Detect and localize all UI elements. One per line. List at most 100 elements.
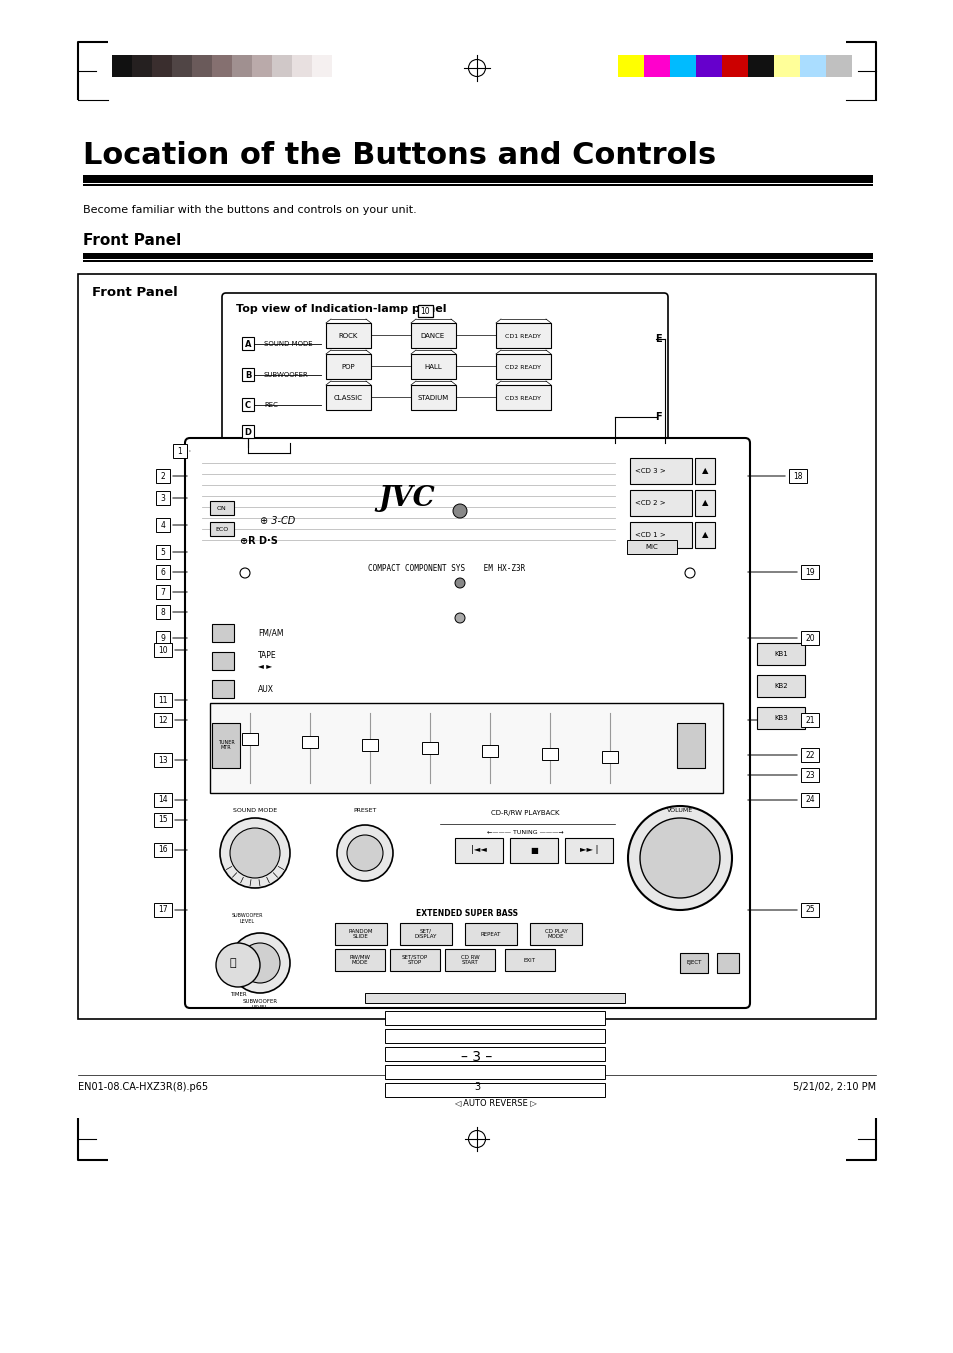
Bar bbox=[152, 55, 172, 77]
Bar bbox=[335, 948, 385, 971]
Bar bbox=[444, 948, 495, 971]
Text: ←——— TUNING ———→: ←——— TUNING ———→ bbox=[486, 829, 562, 835]
Text: DANCE: DANCE bbox=[420, 333, 445, 340]
Bar bbox=[210, 501, 233, 515]
Text: Front Panel: Front Panel bbox=[91, 285, 177, 299]
Bar bbox=[801, 630, 818, 645]
Text: CD1 READY: CD1 READY bbox=[504, 333, 540, 338]
Bar bbox=[399, 923, 452, 944]
Text: 12: 12 bbox=[158, 716, 168, 724]
Text: Become familiar with the buttons and controls on your unit.: Become familiar with the buttons and con… bbox=[83, 206, 416, 215]
Bar bbox=[618, 55, 643, 77]
Text: 3: 3 bbox=[160, 494, 165, 502]
Bar bbox=[212, 723, 240, 769]
Bar bbox=[156, 469, 170, 483]
Bar bbox=[801, 793, 818, 806]
Text: RANDOM
SLIDE: RANDOM SLIDE bbox=[349, 928, 373, 939]
Text: 23: 23 bbox=[804, 770, 814, 779]
Bar bbox=[153, 793, 172, 806]
Bar bbox=[695, 522, 714, 548]
Bar bbox=[132, 55, 152, 77]
Bar bbox=[669, 55, 696, 77]
Bar bbox=[292, 55, 312, 77]
Text: ON: ON bbox=[217, 506, 227, 510]
Text: |◄◄: |◄◄ bbox=[471, 846, 486, 855]
Bar bbox=[385, 1047, 604, 1061]
Text: C: C bbox=[245, 400, 251, 410]
Bar bbox=[385, 1011, 604, 1026]
Bar bbox=[411, 323, 456, 348]
Bar bbox=[153, 813, 172, 827]
Text: EXIT: EXIT bbox=[523, 958, 536, 962]
Bar bbox=[302, 736, 317, 748]
Bar bbox=[210, 704, 722, 793]
Bar bbox=[156, 630, 170, 645]
Bar bbox=[212, 624, 233, 643]
Text: PRESET: PRESET bbox=[353, 808, 376, 813]
Text: ▲: ▲ bbox=[701, 530, 707, 540]
Bar bbox=[825, 55, 851, 77]
Bar bbox=[385, 1030, 604, 1043]
Bar bbox=[153, 902, 172, 917]
Text: SUBWOOFER
LEVEL: SUBWOOFER LEVEL bbox=[242, 999, 277, 1009]
Bar bbox=[455, 838, 502, 863]
Text: TIMER: TIMER bbox=[230, 992, 246, 997]
Bar bbox=[530, 923, 581, 944]
Bar bbox=[788, 469, 806, 483]
Text: 16: 16 bbox=[158, 846, 168, 855]
Bar bbox=[156, 605, 170, 620]
Circle shape bbox=[347, 835, 382, 871]
Bar bbox=[252, 55, 272, 77]
Text: AUX: AUX bbox=[257, 685, 274, 694]
Bar bbox=[172, 444, 187, 459]
Bar bbox=[747, 55, 773, 77]
Bar bbox=[153, 643, 172, 658]
Bar bbox=[78, 275, 875, 1019]
Text: 13: 13 bbox=[158, 755, 168, 764]
Bar bbox=[601, 751, 618, 763]
Circle shape bbox=[240, 568, 250, 578]
Text: ⏻: ⏻ bbox=[230, 958, 236, 967]
Bar bbox=[83, 184, 872, 185]
Bar bbox=[112, 55, 132, 77]
Bar bbox=[801, 713, 818, 727]
Bar bbox=[757, 643, 804, 666]
Bar bbox=[156, 566, 170, 579]
Bar bbox=[156, 584, 170, 599]
Text: SUBWOOFER: SUBWOOFER bbox=[232, 913, 263, 917]
Text: ◁ AUTO REVERSE ▷: ◁ AUTO REVERSE ▷ bbox=[453, 1099, 536, 1108]
Bar bbox=[801, 902, 818, 917]
Text: 3: 3 bbox=[474, 1082, 479, 1092]
Bar bbox=[156, 545, 170, 559]
Bar bbox=[679, 953, 707, 973]
Text: CD3 READY: CD3 READY bbox=[504, 395, 540, 400]
Bar bbox=[326, 323, 371, 348]
Text: 2: 2 bbox=[160, 471, 165, 480]
Bar bbox=[365, 993, 624, 1003]
Bar bbox=[417, 304, 433, 317]
Text: SUBWOOFER: SUBWOOFER bbox=[264, 372, 309, 377]
Circle shape bbox=[627, 806, 731, 911]
Bar bbox=[695, 459, 714, 484]
Bar bbox=[156, 518, 170, 532]
Bar bbox=[242, 425, 253, 438]
Bar bbox=[153, 713, 172, 727]
Text: 5: 5 bbox=[160, 548, 165, 556]
Text: F: F bbox=[654, 413, 660, 422]
Bar bbox=[801, 748, 818, 762]
Text: CD-R/RW PLAYBACK: CD-R/RW PLAYBACK bbox=[490, 810, 558, 816]
Bar bbox=[385, 1082, 604, 1097]
Bar bbox=[210, 522, 233, 536]
Bar bbox=[335, 923, 387, 944]
Text: 6: 6 bbox=[160, 567, 165, 576]
Text: CD PLAY
MODE: CD PLAY MODE bbox=[544, 928, 567, 939]
Bar bbox=[510, 838, 558, 863]
Bar bbox=[629, 522, 691, 548]
Bar bbox=[272, 55, 292, 77]
Text: POP: POP bbox=[341, 364, 355, 369]
Text: 4: 4 bbox=[160, 521, 165, 529]
Bar bbox=[496, 386, 551, 410]
Text: 8: 8 bbox=[160, 607, 165, 617]
Text: A: A bbox=[245, 340, 251, 349]
Circle shape bbox=[215, 943, 260, 986]
